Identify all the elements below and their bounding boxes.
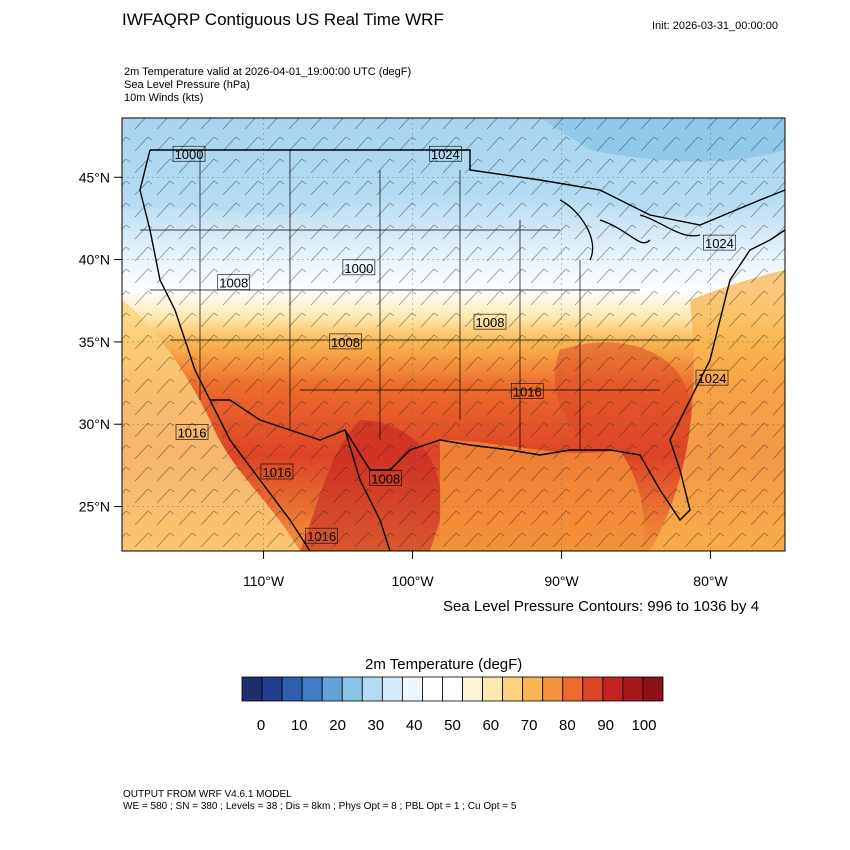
pressure-label-box (473, 313, 507, 330)
colorbar-swatch (301, 676, 323, 702)
pressure-label: 1016 (307, 529, 336, 544)
colorbar-swatch (502, 676, 524, 702)
model-version: OUTPUT FROM WRF V4.6.1 MODEL (123, 789, 292, 800)
colorbar-label: 30 (367, 717, 385, 734)
lon-tick-label: 100°W (391, 573, 434, 589)
map-frame (121, 117, 786, 552)
colorbar-swatch (582, 676, 604, 702)
temperature-colorbar (241, 676, 664, 702)
pressure-contour-info: Sea Level Pressure Contours: 996 to 1036… (443, 598, 760, 615)
colorbar-swatch (341, 676, 363, 702)
baja-coast (209, 399, 311, 551)
colorbar-swatch (442, 676, 463, 702)
pressure-label-box (429, 145, 462, 162)
map-plot-area: 1000 1024 1024 1000 1008 1008 1008 1016 1024 1016… (122, 118, 785, 551)
lat-tick-label: 30°N (79, 416, 110, 432)
colorbar-label: 80 (559, 717, 576, 734)
colorbar-swatch (542, 676, 564, 702)
lat-tick-label: 40°N (79, 252, 110, 268)
colorbar-label: 20 (329, 717, 346, 734)
colorbar-swatch (642, 676, 664, 702)
pressure-label-box (703, 234, 736, 251)
field-pressure-label: Sea Level Pressure (hPa) (124, 79, 250, 91)
colorbar-swatch (261, 676, 283, 702)
pressure-contour-labels: 1000 1024 1024 1000 1008 1008 1008 1016 1024 1016… (172, 145, 736, 544)
colorbar-swatch (482, 676, 504, 702)
state-borders (140, 150, 700, 450)
pressure-label-box (369, 470, 403, 486)
colorbar-label: 100 (631, 717, 657, 734)
colorbar-swatch (321, 676, 343, 702)
lat-tick-label: 25°N (79, 499, 110, 515)
longitude-axis: 110°W 100°W 90°W 80°W (243, 551, 728, 589)
pressure-label-box (510, 383, 544, 399)
pressure-label-box (260, 463, 294, 480)
colorbar-swatch (381, 676, 403, 702)
colorbar-label: 70 (520, 717, 538, 734)
colorbar-swatch (401, 676, 423, 702)
pressure-label-box (175, 424, 209, 440)
init-time: Init: 2026-03-31_00:00:00 (652, 20, 778, 32)
north-border (150, 149, 785, 226)
colorbar-swatch (361, 676, 383, 702)
lon-tick-label: 90°W (544, 573, 579, 589)
pressure-label: 1000 (344, 261, 373, 276)
lon-tick-label: 110°W (243, 573, 285, 589)
colorbar-swatch (241, 676, 263, 702)
mexico-gulf-coast (344, 429, 391, 551)
plot-title: IWFAQRP Contiguous US Real Time WRF (122, 10, 444, 29)
field-winds-label: 10m Winds (kts) (124, 92, 204, 104)
pressure-label: 1008 (219, 276, 248, 291)
pressure-label: 1008 (476, 315, 505, 330)
colorbar-label: 10 (290, 717, 308, 734)
pressure-label-box (329, 333, 362, 350)
colorbar-swatch (622, 676, 644, 702)
colorbar-swatch (422, 676, 443, 702)
pressure-label: 1008 (371, 472, 400, 487)
pressure-label: 1016 (513, 384, 542, 399)
pressure-label: 1016 (262, 465, 291, 480)
pressure-label: 1024 (431, 147, 460, 162)
colorbar-label: 90 (597, 717, 615, 734)
pressure-label: 1000 (175, 147, 204, 162)
wind-barbs (122, 118, 785, 551)
lon-tick-label: 80°W (693, 573, 728, 589)
coastline-and-border (139, 149, 785, 522)
pressure-label-box (217, 274, 251, 290)
colorbar-swatch (562, 676, 584, 702)
colorbar-swatch (281, 676, 303, 702)
colorbar-swatch (602, 676, 624, 702)
lat-tick-label: 45°N (79, 169, 110, 185)
colorbar-swatch (462, 676, 483, 702)
pressure-label-box (342, 259, 376, 276)
pressure-label-box (305, 527, 338, 544)
model-configuration: WE = 580 ; SN = 380 ; Levels = 38 ; Dis … (123, 801, 517, 812)
latitude-axis: 45°N 40°N 35°N 30°N 25°N (79, 169, 122, 515)
pressure-label: 1024 (698, 371, 727, 386)
colorbar-label: 50 (444, 717, 461, 734)
field-temperature-label: 2m Temperature valid at 2026-04-01_19:00… (124, 66, 412, 78)
great-lakes (559, 199, 701, 261)
colorbar-swatch (522, 676, 544, 702)
pressure-label-box (695, 369, 729, 386)
colorbar-title: 2m Temperature (degF) (365, 656, 523, 673)
lat-lon-grid (122, 118, 785, 551)
colorbar-label: 0 (256, 717, 266, 734)
lat-tick-label: 35°N (79, 334, 110, 350)
pressure-label-box (172, 145, 206, 162)
pressure-label: 1008 (331, 335, 360, 350)
colorbar-label: 60 (482, 717, 500, 734)
colorbar-label: 40 (405, 717, 423, 734)
pressure-label: 1016 (178, 425, 207, 440)
pressure-label: 1024 (705, 236, 734, 251)
